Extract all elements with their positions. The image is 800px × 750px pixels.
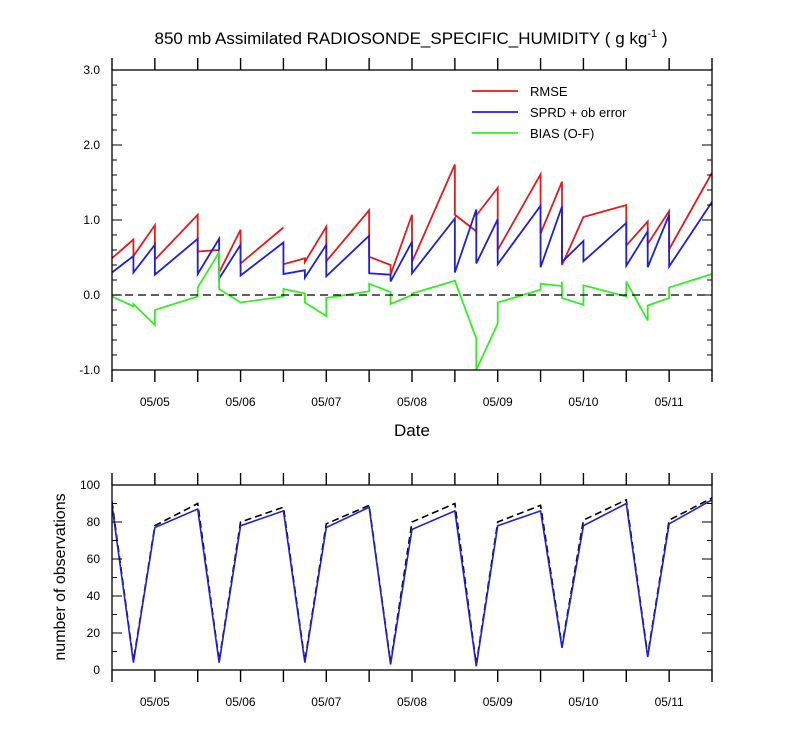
bottom-plot-data — [112, 497, 712, 667]
x-tick-label: 05/08 — [397, 395, 427, 409]
legend-label-sprd: SPRD + ob error — [530, 105, 627, 120]
y-tick-label: 40 — [87, 589, 101, 603]
chart-title-exponent: -1 — [647, 28, 657, 40]
chart-title: 850 mb Assimilated RADIOSONDE_SPECIFIC_H… — [155, 28, 668, 48]
y-tick-label: 100 — [80, 478, 100, 492]
legend-label-rmse: RMSE — [530, 84, 568, 99]
y-tick-label: 2.0 — [83, 138, 100, 152]
y-tick-label: 0 — [93, 663, 100, 677]
series-line-rmse — [112, 212, 285, 273]
y-tick-label: 3.0 — [83, 63, 100, 77]
x-tick-label: 05/10 — [568, 395, 598, 409]
top-axis-ticks: -1.0 0.0 1.0 2.0 3.0 05/05 05/06 05/07 05/08 05/0… — [79, 58, 713, 409]
series-line-assimilated — [112, 499, 712, 667]
x-tick-label: 05/06 — [226, 395, 256, 409]
x-tick-label: 05/07 — [311, 395, 341, 409]
y-axis-title-observations: number of observations — [52, 493, 69, 660]
y-tick-label: 80 — [87, 515, 101, 529]
y-tick-label: 60 — [87, 552, 101, 566]
x-tick-label: 05/06 — [226, 695, 256, 709]
chart-title-text: 850 mb Assimilated RADIOSONDE_SPECIFIC_H… — [155, 29, 648, 48]
x-tick-label: 05/07 — [311, 695, 341, 709]
x-tick-label: 05/05 — [140, 395, 170, 409]
x-tick-label: 05/08 — [397, 695, 427, 709]
series-line-sprd-ob-error — [112, 201, 712, 282]
x-tick-label: 05/11 — [655, 695, 684, 709]
bottom-axis-ticks: 0 20 40 60 80 100 05/05 05/06 05/07 05/08 05/09 05/… — [80, 473, 713, 709]
y-tick-label: -1.0 — [79, 363, 100, 377]
y-tick-label: 20 — [87, 626, 101, 640]
top-plot-data — [112, 164, 712, 370]
legend: RMSE SPRD + ob error BIAS (O-F) — [472, 84, 627, 141]
x-tick-label: 05/11 — [655, 395, 684, 409]
x-tick-label: 05/05 — [140, 695, 170, 709]
bottom-chart-panel: 0 20 40 60 80 100 05/05 05/06 05/07 05/08 05/09 05/… — [52, 473, 713, 709]
y-tick-label: 0.0 — [83, 288, 100, 302]
legend-label-bias: BIAS (O-F) — [530, 126, 594, 141]
y-tick-label: 1.0 — [83, 213, 100, 227]
top-chart-panel: 850 mb Assimilated RADIOSONDE_SPECIFIC_H… — [79, 28, 713, 440]
bottom-plot-frame — [111, 484, 713, 671]
x-tick-label: 05/09 — [483, 395, 513, 409]
series-line-possible — [112, 497, 712, 665]
chart-title-close: ) — [657, 29, 667, 48]
x-tick-label: 05/09 — [483, 695, 513, 709]
x-tick-label: 05/10 — [568, 695, 598, 709]
x-axis-title: Date — [394, 421, 430, 440]
